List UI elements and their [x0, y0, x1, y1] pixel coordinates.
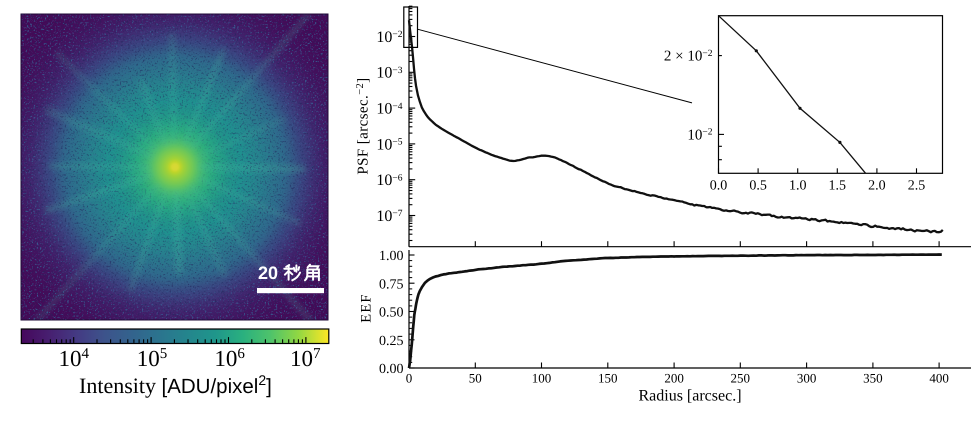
svg-text:104: 104 [58, 346, 89, 371]
svg-text:0.25: 0.25 [379, 334, 404, 349]
svg-text:0.5: 0.5 [749, 179, 767, 194]
svg-text:300: 300 [797, 371, 817, 386]
svg-text:10−5: 10−5 [376, 136, 402, 153]
svg-text:0.0: 0.0 [710, 179, 728, 194]
svg-text:Intensity [ADU/pixel2]: Intensity [ADU/pixel2] [79, 372, 272, 398]
svg-text:50: 50 [469, 371, 482, 386]
svg-text:10−2: 10−2 [687, 127, 712, 143]
svg-text:10−7: 10−7 [376, 208, 402, 225]
svg-text:100: 100 [532, 371, 552, 386]
svg-text:0: 0 [406, 371, 413, 386]
svg-text:250: 250 [731, 371, 751, 386]
svg-text:0.00: 0.00 [379, 362, 404, 377]
svg-text:PSF [arcsec.−2]: PSF [arcsec.−2] [355, 77, 372, 174]
svg-text:1.5: 1.5 [829, 179, 847, 194]
svg-text:107: 107 [290, 346, 321, 371]
svg-text:20: 20 [258, 263, 278, 283]
svg-text:1.00: 1.00 [379, 249, 404, 264]
svg-text:200: 200 [664, 371, 684, 386]
svg-text:2 × 10−2: 2 × 10−2 [664, 49, 713, 65]
svg-text:2.5: 2.5 [908, 179, 926, 194]
svg-text:10−2: 10−2 [376, 29, 402, 46]
svg-text:10−6: 10−6 [376, 172, 402, 189]
svg-text:105: 105 [137, 346, 168, 371]
svg-text:150: 150 [598, 371, 618, 386]
svg-text:350: 350 [863, 371, 883, 386]
svg-text:10−3: 10−3 [376, 65, 402, 82]
svg-text:10−4: 10−4 [376, 101, 402, 118]
svg-text:2.0: 2.0 [868, 179, 886, 194]
svg-text:0.50: 0.50 [379, 306, 404, 321]
svg-text:1.0: 1.0 [789, 179, 807, 194]
svg-text:106: 106 [214, 346, 245, 371]
svg-text:400: 400 [929, 371, 949, 386]
svg-text:Radius [arcsec.]: Radius [arcsec.] [638, 388, 741, 405]
svg-text:0.75: 0.75 [379, 277, 404, 292]
svg-text:EEF: EEF [359, 293, 375, 322]
